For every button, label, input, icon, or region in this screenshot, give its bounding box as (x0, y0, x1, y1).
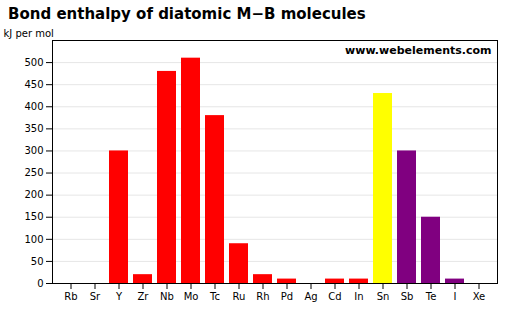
svg-text:kJ per mol: kJ per mol (4, 28, 54, 39)
svg-text:150: 150 (24, 211, 43, 222)
svg-text:Rb: Rb (64, 291, 77, 302)
svg-text:Zr: Zr (138, 291, 150, 302)
svg-text:Tc: Tc (209, 291, 220, 302)
svg-text:Ru: Ru (233, 291, 246, 302)
svg-text:100: 100 (24, 234, 43, 245)
svg-text:Nb: Nb (160, 291, 174, 302)
svg-text:Sr: Sr (90, 291, 101, 302)
svg-text:Mo: Mo (184, 291, 199, 302)
svg-text:400: 400 (24, 101, 43, 112)
svg-text:I: I (454, 291, 457, 302)
svg-text:In: In (354, 291, 363, 302)
svg-text:Sb: Sb (401, 291, 414, 302)
svg-text:350: 350 (24, 123, 43, 134)
svg-text:Te: Te (425, 291, 437, 302)
svg-text:50: 50 (31, 256, 44, 267)
svg-text:Cd: Cd (328, 291, 341, 302)
svg-text:200: 200 (24, 189, 43, 200)
svg-text:Pd: Pd (281, 291, 293, 302)
svg-text:0: 0 (37, 278, 43, 289)
svg-text:Ag: Ag (304, 291, 317, 302)
svg-text:Xe: Xe (473, 291, 486, 302)
svg-text:www.webelements.com: www.webelements.com (345, 44, 491, 57)
svg-text:300: 300 (24, 145, 43, 156)
svg-text:Rh: Rh (256, 291, 269, 302)
svg-text:500: 500 (24, 57, 43, 68)
html-text:Bond enthalpy of diatomic M−B: Bond enthalpy of diatomic M−B molecules (8, 5, 366, 23)
svg-text:Sn: Sn (377, 291, 390, 302)
svg-text:450: 450 (24, 79, 43, 90)
svg-text:250: 250 (24, 167, 43, 178)
svg-text:Y: Y (115, 291, 123, 302)
